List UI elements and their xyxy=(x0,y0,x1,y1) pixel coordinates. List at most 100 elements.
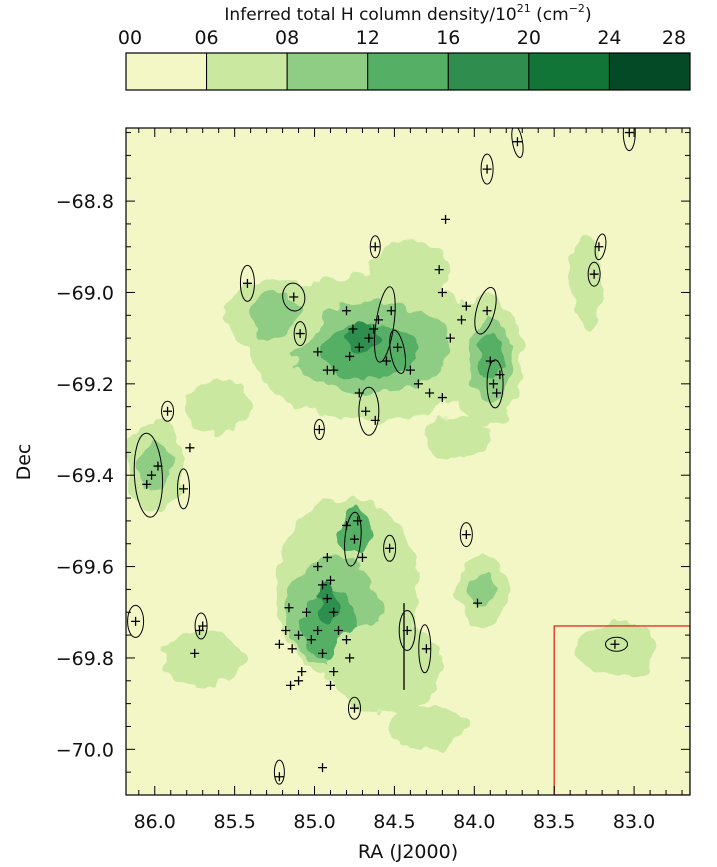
source-marker xyxy=(341,520,351,530)
x-tick-label: 84.5 xyxy=(373,811,415,833)
source-ellipse xyxy=(347,696,361,720)
colorbar-tick-label: 08 xyxy=(275,27,299,49)
colorbar-tick-label: 20 xyxy=(517,27,541,49)
source-marker xyxy=(281,626,291,636)
source-ellipse xyxy=(486,359,504,409)
source-marker xyxy=(322,365,332,375)
source-marker xyxy=(482,164,492,174)
source-marker xyxy=(147,470,157,480)
source-marker xyxy=(488,379,498,389)
y-axis-label: Dec xyxy=(13,444,35,481)
source-marker xyxy=(369,324,379,334)
source-ellipse xyxy=(239,264,255,302)
source-marker xyxy=(294,676,304,686)
x-tick-label: 85.5 xyxy=(213,811,255,833)
x-tick-label: 85.0 xyxy=(293,811,335,833)
y-tick-label: −69.8 xyxy=(56,648,114,670)
colorbar-title: Inferred total H column density/1021 (cm… xyxy=(224,2,591,25)
source-marker xyxy=(594,242,604,252)
source-ellipse xyxy=(511,128,524,158)
colorbar-tick-label: 06 xyxy=(194,27,218,49)
source-marker xyxy=(314,425,324,435)
x-tick-label: 83.5 xyxy=(533,811,575,833)
source-ellipse xyxy=(133,432,164,518)
source-marker xyxy=(385,543,395,553)
source-ellipse xyxy=(273,759,285,785)
source-marker xyxy=(326,575,336,585)
source-ellipse xyxy=(474,286,497,335)
colorbar-tick-label: 00 xyxy=(118,27,142,49)
source-marker xyxy=(473,598,483,608)
y-axis-ticks: −68.8 −69.0 −69.2 −69.4 −69.6 −69.8 −70.0 xyxy=(56,132,690,796)
source-marker xyxy=(274,772,284,782)
colorbar-tick-label: 28 xyxy=(662,27,686,49)
density-region xyxy=(570,237,603,330)
source-marker xyxy=(153,461,163,471)
source-marker xyxy=(318,580,328,590)
source-marker xyxy=(357,552,367,562)
density-region xyxy=(162,630,243,686)
source-ellipse xyxy=(127,604,145,638)
source-marker xyxy=(349,703,359,713)
plot-frame xyxy=(125,127,691,796)
source-marker xyxy=(610,639,620,649)
density-region xyxy=(578,621,659,677)
source-marker xyxy=(194,626,204,636)
source-marker xyxy=(345,653,355,663)
source-marker xyxy=(405,365,415,375)
source-marker xyxy=(297,667,307,677)
source-marker xyxy=(445,333,455,343)
x-axis-label: RA (J2000) xyxy=(358,841,458,863)
colorbar-bin xyxy=(206,52,288,91)
density-region xyxy=(469,571,496,608)
colorbar-bins xyxy=(125,52,691,91)
source-marker xyxy=(333,626,343,636)
source-ellipse xyxy=(383,534,397,562)
source-ellipse xyxy=(480,153,494,185)
source-marker xyxy=(302,607,312,617)
source-marker xyxy=(437,287,447,297)
source-marker xyxy=(461,530,471,540)
source-marker xyxy=(289,292,299,302)
colorbar-bin xyxy=(447,52,530,91)
x-axis-ticks: 86.0 85.5 85.0 84.5 84.0 83.5 83.0 xyxy=(134,128,683,833)
source-marker xyxy=(364,333,374,343)
source-marker xyxy=(284,603,294,613)
source-ellipse xyxy=(373,286,396,363)
source-marker xyxy=(345,351,355,361)
source-marker xyxy=(495,370,505,380)
source-marker xyxy=(185,443,195,453)
source-marker xyxy=(624,128,634,138)
source-marker xyxy=(413,379,423,389)
source-marker xyxy=(421,644,431,654)
density-region xyxy=(370,242,451,298)
source-ellipse xyxy=(313,419,325,441)
colorbar: Inferred total H column density/1021 (cm… xyxy=(118,2,691,91)
source-marker xyxy=(179,484,189,494)
source-marker xyxy=(286,680,296,690)
source-marker xyxy=(461,301,471,311)
source-ellipse xyxy=(389,329,406,375)
source-ellipse xyxy=(587,261,601,287)
density-region xyxy=(426,415,491,462)
source-marker xyxy=(306,635,316,645)
source-marker xyxy=(295,329,305,339)
y-tick-label: −69.2 xyxy=(56,374,114,396)
source-marker xyxy=(142,479,152,489)
source-marker xyxy=(386,306,396,316)
source-marker xyxy=(457,315,467,325)
source-ellipse xyxy=(459,522,473,548)
colorbar-tick-label: 24 xyxy=(597,27,621,49)
source-marker xyxy=(198,621,208,631)
source-marker xyxy=(313,562,323,572)
plot-area: 86.0 85.5 85.0 84.5 84.0 83.5 83.0 −68.8−69.0−… xyxy=(13,127,691,863)
source-ellipse xyxy=(622,128,636,152)
source-marker xyxy=(287,644,297,654)
density-region xyxy=(386,703,467,750)
source-marker xyxy=(381,356,391,366)
y-tick-label: −69.6 xyxy=(56,557,114,579)
source-marker xyxy=(318,648,328,658)
source-marker xyxy=(589,269,599,279)
source-ellipse xyxy=(369,235,381,259)
